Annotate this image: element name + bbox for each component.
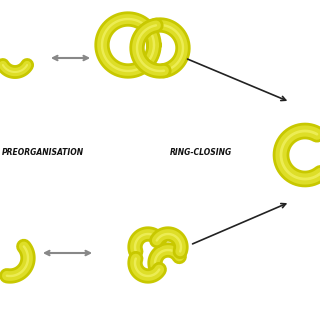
Text: PREORGANISATION: PREORGANISATION [2,148,84,156]
Text: RING-CLOSING: RING-CLOSING [170,148,232,156]
